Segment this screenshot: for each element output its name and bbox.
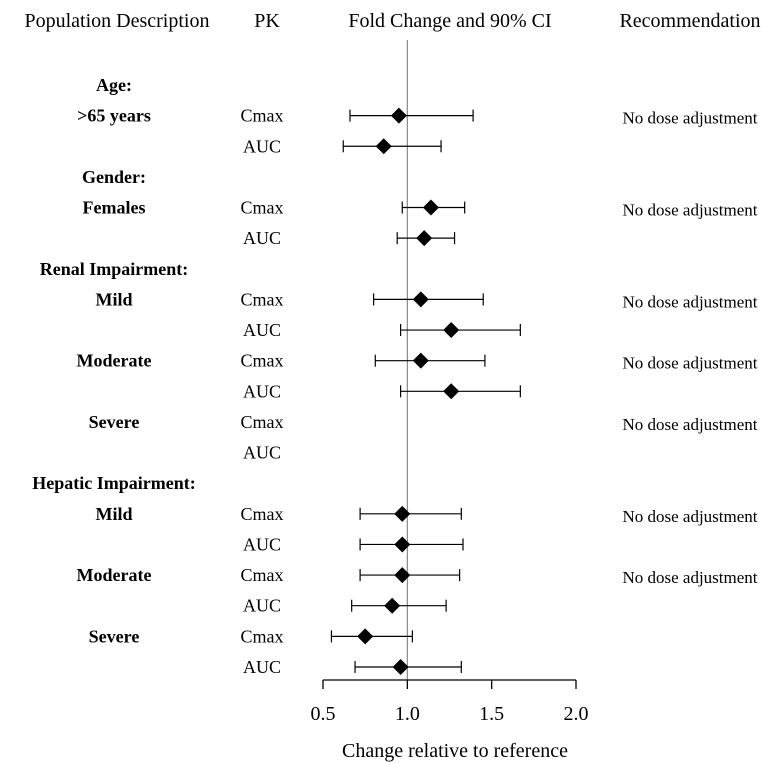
header-recommendation: Recommendation [619, 10, 760, 32]
pk-label: AUC [243, 596, 281, 616]
group-label: >65 years [77, 106, 151, 126]
pk-label: AUC [243, 136, 281, 156]
point-estimate-marker [384, 597, 401, 614]
point-estimate-marker [394, 505, 411, 522]
pk-label: AUC [243, 381, 281, 401]
recommendation-text: No dose adjustment [622, 292, 757, 311]
group-label: Mild [95, 289, 132, 309]
recommendation-text: No dose adjustment [622, 415, 757, 434]
group-label: Severe [89, 412, 140, 432]
point-estimate-marker [394, 567, 411, 584]
recommendation-text: No dose adjustment [622, 201, 757, 220]
point-estimate-marker [443, 383, 460, 400]
category-label: Age: [96, 75, 132, 95]
pk-label: AUC [243, 320, 281, 340]
x-tick-label: 1.0 [395, 703, 420, 725]
pk-label: Cmax [241, 504, 284, 524]
recommendation-text: No dose adjustment [622, 109, 757, 128]
point-estimate-marker [422, 199, 439, 216]
group-label: Moderate [77, 351, 152, 371]
point-estimate-marker [390, 107, 407, 124]
point-estimate-marker [412, 352, 429, 369]
point-estimate-marker [412, 291, 429, 308]
point-estimate-marker [357, 628, 374, 645]
category-label: Renal Impairment: [40, 259, 188, 279]
x-tick-label: 0.5 [311, 703, 336, 725]
recommendation-text: No dose adjustment [622, 354, 757, 373]
point-estimate-marker [392, 658, 409, 675]
pk-label: AUC [243, 228, 281, 248]
header-population: Population Description [25, 10, 210, 32]
pk-label: AUC [243, 443, 281, 463]
pk-label: Cmax [241, 565, 284, 585]
point-estimate-marker [375, 138, 392, 155]
pk-label: Cmax [241, 106, 284, 126]
point-estimate-marker [416, 230, 433, 247]
header-pk: PK [254, 10, 280, 32]
point-estimate-marker [443, 322, 460, 339]
category-label: Hepatic Impairment: [32, 473, 195, 493]
pk-label: Cmax [241, 198, 284, 218]
plot-rows: Age: >65 years Cmax No dose adjustment AUC Ge… [32, 40, 758, 680]
pk-label: Cmax [241, 412, 284, 432]
x-axis-title: Change relative to reference [342, 740, 568, 762]
x-axis: 0.5 1.0 1.5 2.0 [311, 679, 589, 725]
pk-label: Cmax [241, 289, 284, 309]
x-tick-label: 1.5 [479, 703, 504, 725]
category-label: Gender: [82, 167, 146, 187]
pk-label: AUC [243, 534, 281, 554]
group-label: Severe [89, 626, 140, 646]
group-label: Moderate [77, 565, 152, 585]
recommendation-text: No dose adjustment [622, 507, 757, 526]
pk-label: AUC [243, 657, 281, 677]
recommendation-text: No dose adjustment [622, 568, 757, 587]
x-tick-label: 2.0 [564, 703, 589, 725]
group-label: Mild [95, 504, 132, 524]
pk-label: Cmax [241, 626, 284, 646]
header-effect: Fold Change and 90% CI [348, 10, 551, 32]
group-label: Females [83, 198, 146, 218]
pk-label: Cmax [241, 351, 284, 371]
point-estimate-marker [394, 536, 411, 553]
